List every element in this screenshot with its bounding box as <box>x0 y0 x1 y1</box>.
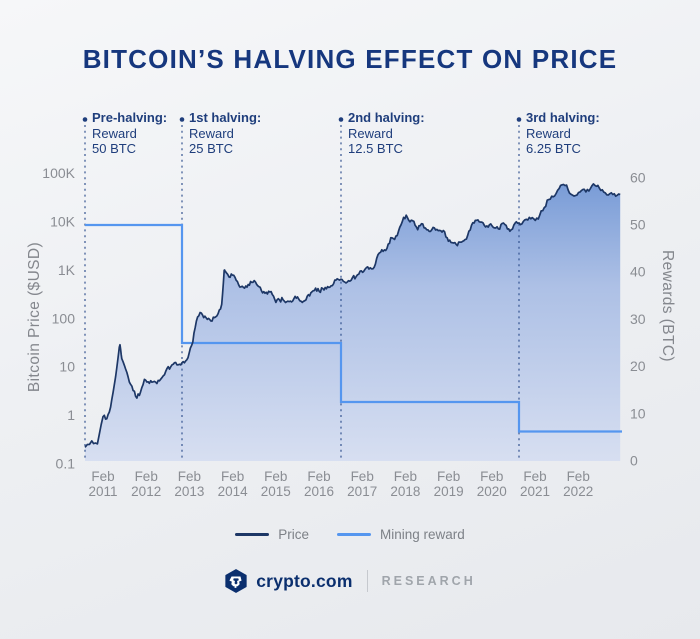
annotation-reward-word: Reward <box>92 125 137 141</box>
y-axis-title-left: Bitcoin Price ($USD) <box>26 241 43 393</box>
y-axis-tick-left: 1K <box>58 262 76 278</box>
x-axis-tick-month: Feb <box>523 469 546 484</box>
mining-reward-line <box>85 223 622 433</box>
y-axis-tick-left: 10K <box>50 214 76 230</box>
annotation-title: 1st halving: <box>189 110 262 125</box>
y-axis-tick-left: 10 <box>59 359 75 375</box>
x-axis-tick-year: 2012 <box>131 484 161 499</box>
legend-label: Mining reward <box>379 527 465 542</box>
annotation-pre-halving: Pre-halving: Reward 50 BTC <box>92 110 167 157</box>
price-area <box>85 183 621 461</box>
x-axis-tick-year: 2016 <box>304 484 334 499</box>
annotation-title: Pre-halving: <box>92 110 168 125</box>
footer-brand-bar: crypto.com RESEARCH <box>0 569 700 593</box>
x-axis-tick-month: Feb <box>437 469 460 484</box>
x-axis-tick-month: Feb <box>178 469 201 484</box>
annotation-title: 2nd halving: <box>348 110 425 125</box>
y-axis-tick-right: 10 <box>630 405 646 421</box>
x-axis-tick-year: 2018 <box>390 484 420 499</box>
annotation-reward-value: 50 BTC <box>92 141 137 156</box>
y-axis-tick-right: 30 <box>630 311 646 327</box>
annotation-reward-value: 12.5 BTC <box>348 141 403 156</box>
y-axis-tick-right: 0 <box>630 453 638 469</box>
y-axis-tick-right: 40 <box>630 264 646 280</box>
y-axis-tick-left: 0.1 <box>56 456 76 472</box>
annotation-reward-word: Reward <box>348 125 393 141</box>
price-line <box>84 183 621 448</box>
annotation-reward-word: Reward <box>189 125 234 141</box>
annotation-1st-halving: 1st halving: Reward 25 BTC <box>189 110 261 157</box>
x-axis-tick-month: Feb <box>394 469 417 484</box>
brand-name: crypto.com <box>256 570 353 591</box>
price-area-group <box>85 183 621 461</box>
page-title: BITCOIN’S HALVING EFFECT ON PRICE <box>82 44 618 74</box>
halving-marker-dot <box>82 117 88 122</box>
research-label: RESEARCH <box>381 574 476 588</box>
annotation-3rd-halving: 3rd halving: Reward 6.25 BTC <box>526 110 600 157</box>
halving-marker-dot <box>179 117 185 122</box>
mining-reward-group <box>85 223 622 433</box>
x-axis-tick-year: 2019 <box>434 484 464 499</box>
y-axis-tick-right: 50 <box>630 217 646 233</box>
y-axis-tick-left: 100 <box>52 310 76 326</box>
x-axis-tick-month: Feb <box>264 469 287 484</box>
legend-label: Price <box>278 527 309 542</box>
halving-marker-dot <box>338 117 344 122</box>
annotation-title: 3rd halving: <box>526 110 600 125</box>
x-axis-tick-month: Feb <box>91 469 114 484</box>
annotation-reward-value: 25 BTC <box>189 141 234 156</box>
x-axis-tick-year: 2011 <box>88 484 117 499</box>
legend-item-mining-reward: Mining reward <box>336 527 465 542</box>
y-axis-tick-right: 60 <box>630 169 646 185</box>
x-axis-tick-month: Feb <box>135 469 158 484</box>
x-axis-tick-year: 2014 <box>218 484 249 499</box>
x-axis-tick-month: Feb <box>221 469 244 484</box>
x-axis-tick-year: 2021 <box>520 484 550 499</box>
axis-labels-group: 100K10K1K1001010.16050403020100Feb2011Fe… <box>42 165 645 499</box>
x-axis-tick-month: Feb <box>351 469 374 484</box>
x-axis-tick-year: 2017 <box>347 484 377 499</box>
x-axis-tick-year: 2015 <box>261 484 291 499</box>
x-axis-tick-year: 2022 <box>563 484 593 499</box>
crypto-com-logo-icon <box>225 569 247 593</box>
y-axis-title-right: Rewards (BTC) <box>659 250 676 362</box>
x-axis-tick-month: Feb <box>307 469 330 484</box>
halving-marker-dot <box>516 117 522 122</box>
price-line-group <box>84 183 621 448</box>
x-axis-tick-month: Feb <box>567 469 590 484</box>
footer-divider <box>366 570 368 592</box>
price-line-swatch <box>235 533 270 536</box>
y-axis-tick-left: 100K <box>42 165 75 181</box>
x-axis-tick-year: 2020 <box>477 484 507 499</box>
chart-legend: Price Mining reward <box>0 527 700 542</box>
y-axis-tick-right: 20 <box>630 358 646 374</box>
annotation-reward-word: Reward <box>526 125 571 141</box>
annotation-2nd-halving: 2nd halving: Reward 12.5 BTC <box>348 110 425 157</box>
annotation-reward-value: 6.25 BTC <box>526 141 581 156</box>
x-axis-tick-year: 2013 <box>174 484 204 499</box>
legend-item-price: Price <box>235 527 309 542</box>
mining-reward-line-swatch <box>336 533 371 536</box>
x-axis-tick-month: Feb <box>480 469 503 484</box>
y-axis-tick-left: 1 <box>67 407 75 423</box>
